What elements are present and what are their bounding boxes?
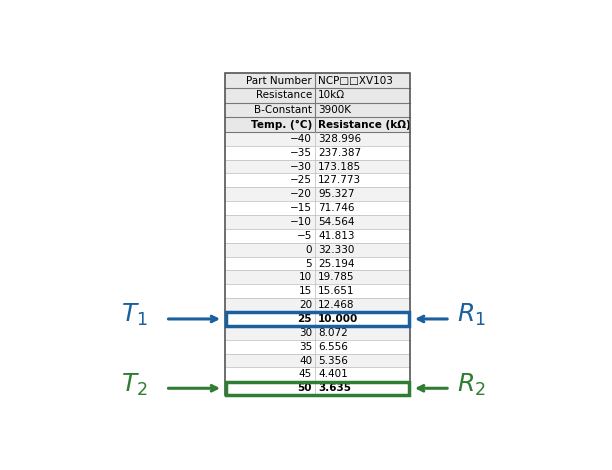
Text: 95.327: 95.327: [318, 189, 355, 199]
Text: 15.651: 15.651: [318, 286, 355, 296]
Text: 6.556: 6.556: [318, 342, 348, 352]
Bar: [225, 132, 410, 146]
Bar: [225, 146, 410, 160]
Text: Resistance: Resistance: [256, 90, 312, 100]
Text: $T_1$: $T_1$: [121, 302, 148, 328]
Bar: [225, 270, 410, 284]
Text: 19.785: 19.785: [318, 273, 355, 282]
Bar: [225, 381, 410, 395]
Text: Part Number: Part Number: [247, 76, 312, 86]
Bar: [225, 284, 410, 298]
Text: 45: 45: [299, 369, 312, 379]
Text: 25: 25: [297, 314, 312, 324]
Text: 5.356: 5.356: [318, 355, 348, 366]
Bar: [225, 88, 410, 102]
Bar: [225, 73, 410, 395]
Text: −40: −40: [290, 134, 312, 144]
Text: 10.000: 10.000: [318, 314, 359, 324]
Text: −35: −35: [290, 148, 312, 157]
Bar: [226, 313, 409, 326]
Text: 54.564: 54.564: [318, 217, 355, 227]
Text: B-Constant: B-Constant: [254, 105, 312, 115]
Bar: [225, 201, 410, 215]
Text: 173.185: 173.185: [318, 162, 362, 172]
Text: NCP□□XV103: NCP□□XV103: [318, 76, 393, 86]
Bar: [225, 102, 410, 117]
Text: −5: −5: [297, 231, 312, 241]
Bar: [225, 298, 410, 312]
Bar: [225, 73, 410, 88]
Bar: [225, 117, 410, 132]
Bar: [225, 257, 410, 270]
Text: −20: −20: [290, 189, 312, 199]
Text: 3.635: 3.635: [318, 383, 351, 393]
Text: 50: 50: [297, 383, 312, 393]
Text: $T_2$: $T_2$: [121, 371, 148, 398]
Bar: [225, 353, 410, 368]
Text: 237.387: 237.387: [318, 148, 362, 157]
Text: −30: −30: [290, 162, 312, 172]
Text: 35: 35: [299, 342, 312, 352]
Text: 0: 0: [305, 245, 312, 255]
Text: $R_1$: $R_1$: [457, 302, 486, 328]
Text: 4.401: 4.401: [318, 369, 348, 379]
Text: 32.330: 32.330: [318, 245, 355, 255]
Text: 3900K: 3900K: [318, 105, 351, 115]
Text: 10: 10: [299, 273, 312, 282]
Text: 5: 5: [305, 258, 312, 268]
Text: −10: −10: [290, 217, 312, 227]
Bar: [225, 368, 410, 381]
Bar: [225, 243, 410, 257]
Text: 328.996: 328.996: [318, 134, 362, 144]
Bar: [225, 173, 410, 188]
Bar: [225, 188, 410, 201]
Bar: [225, 326, 410, 340]
Bar: [225, 340, 410, 353]
Text: 10kΩ: 10kΩ: [318, 90, 345, 100]
Text: 12.468: 12.468: [318, 300, 355, 310]
Text: 25.194: 25.194: [318, 258, 355, 268]
Bar: [225, 229, 410, 243]
Text: 71.746: 71.746: [318, 203, 355, 213]
Text: 20: 20: [299, 300, 312, 310]
Text: 127.773: 127.773: [318, 175, 362, 185]
Text: 15: 15: [299, 286, 312, 296]
Text: 41.813: 41.813: [318, 231, 355, 241]
Text: −15: −15: [290, 203, 312, 213]
Text: $R_2$: $R_2$: [457, 371, 486, 398]
Bar: [226, 382, 409, 395]
Text: Temp. (°C): Temp. (°C): [251, 119, 312, 130]
Text: Resistance (kΩ): Resistance (kΩ): [318, 119, 411, 130]
Bar: [225, 215, 410, 229]
Text: 40: 40: [299, 355, 312, 366]
Bar: [225, 160, 410, 173]
Bar: [225, 312, 410, 326]
Text: 8.072: 8.072: [318, 328, 348, 338]
Text: 30: 30: [299, 328, 312, 338]
Text: −25: −25: [290, 175, 312, 185]
